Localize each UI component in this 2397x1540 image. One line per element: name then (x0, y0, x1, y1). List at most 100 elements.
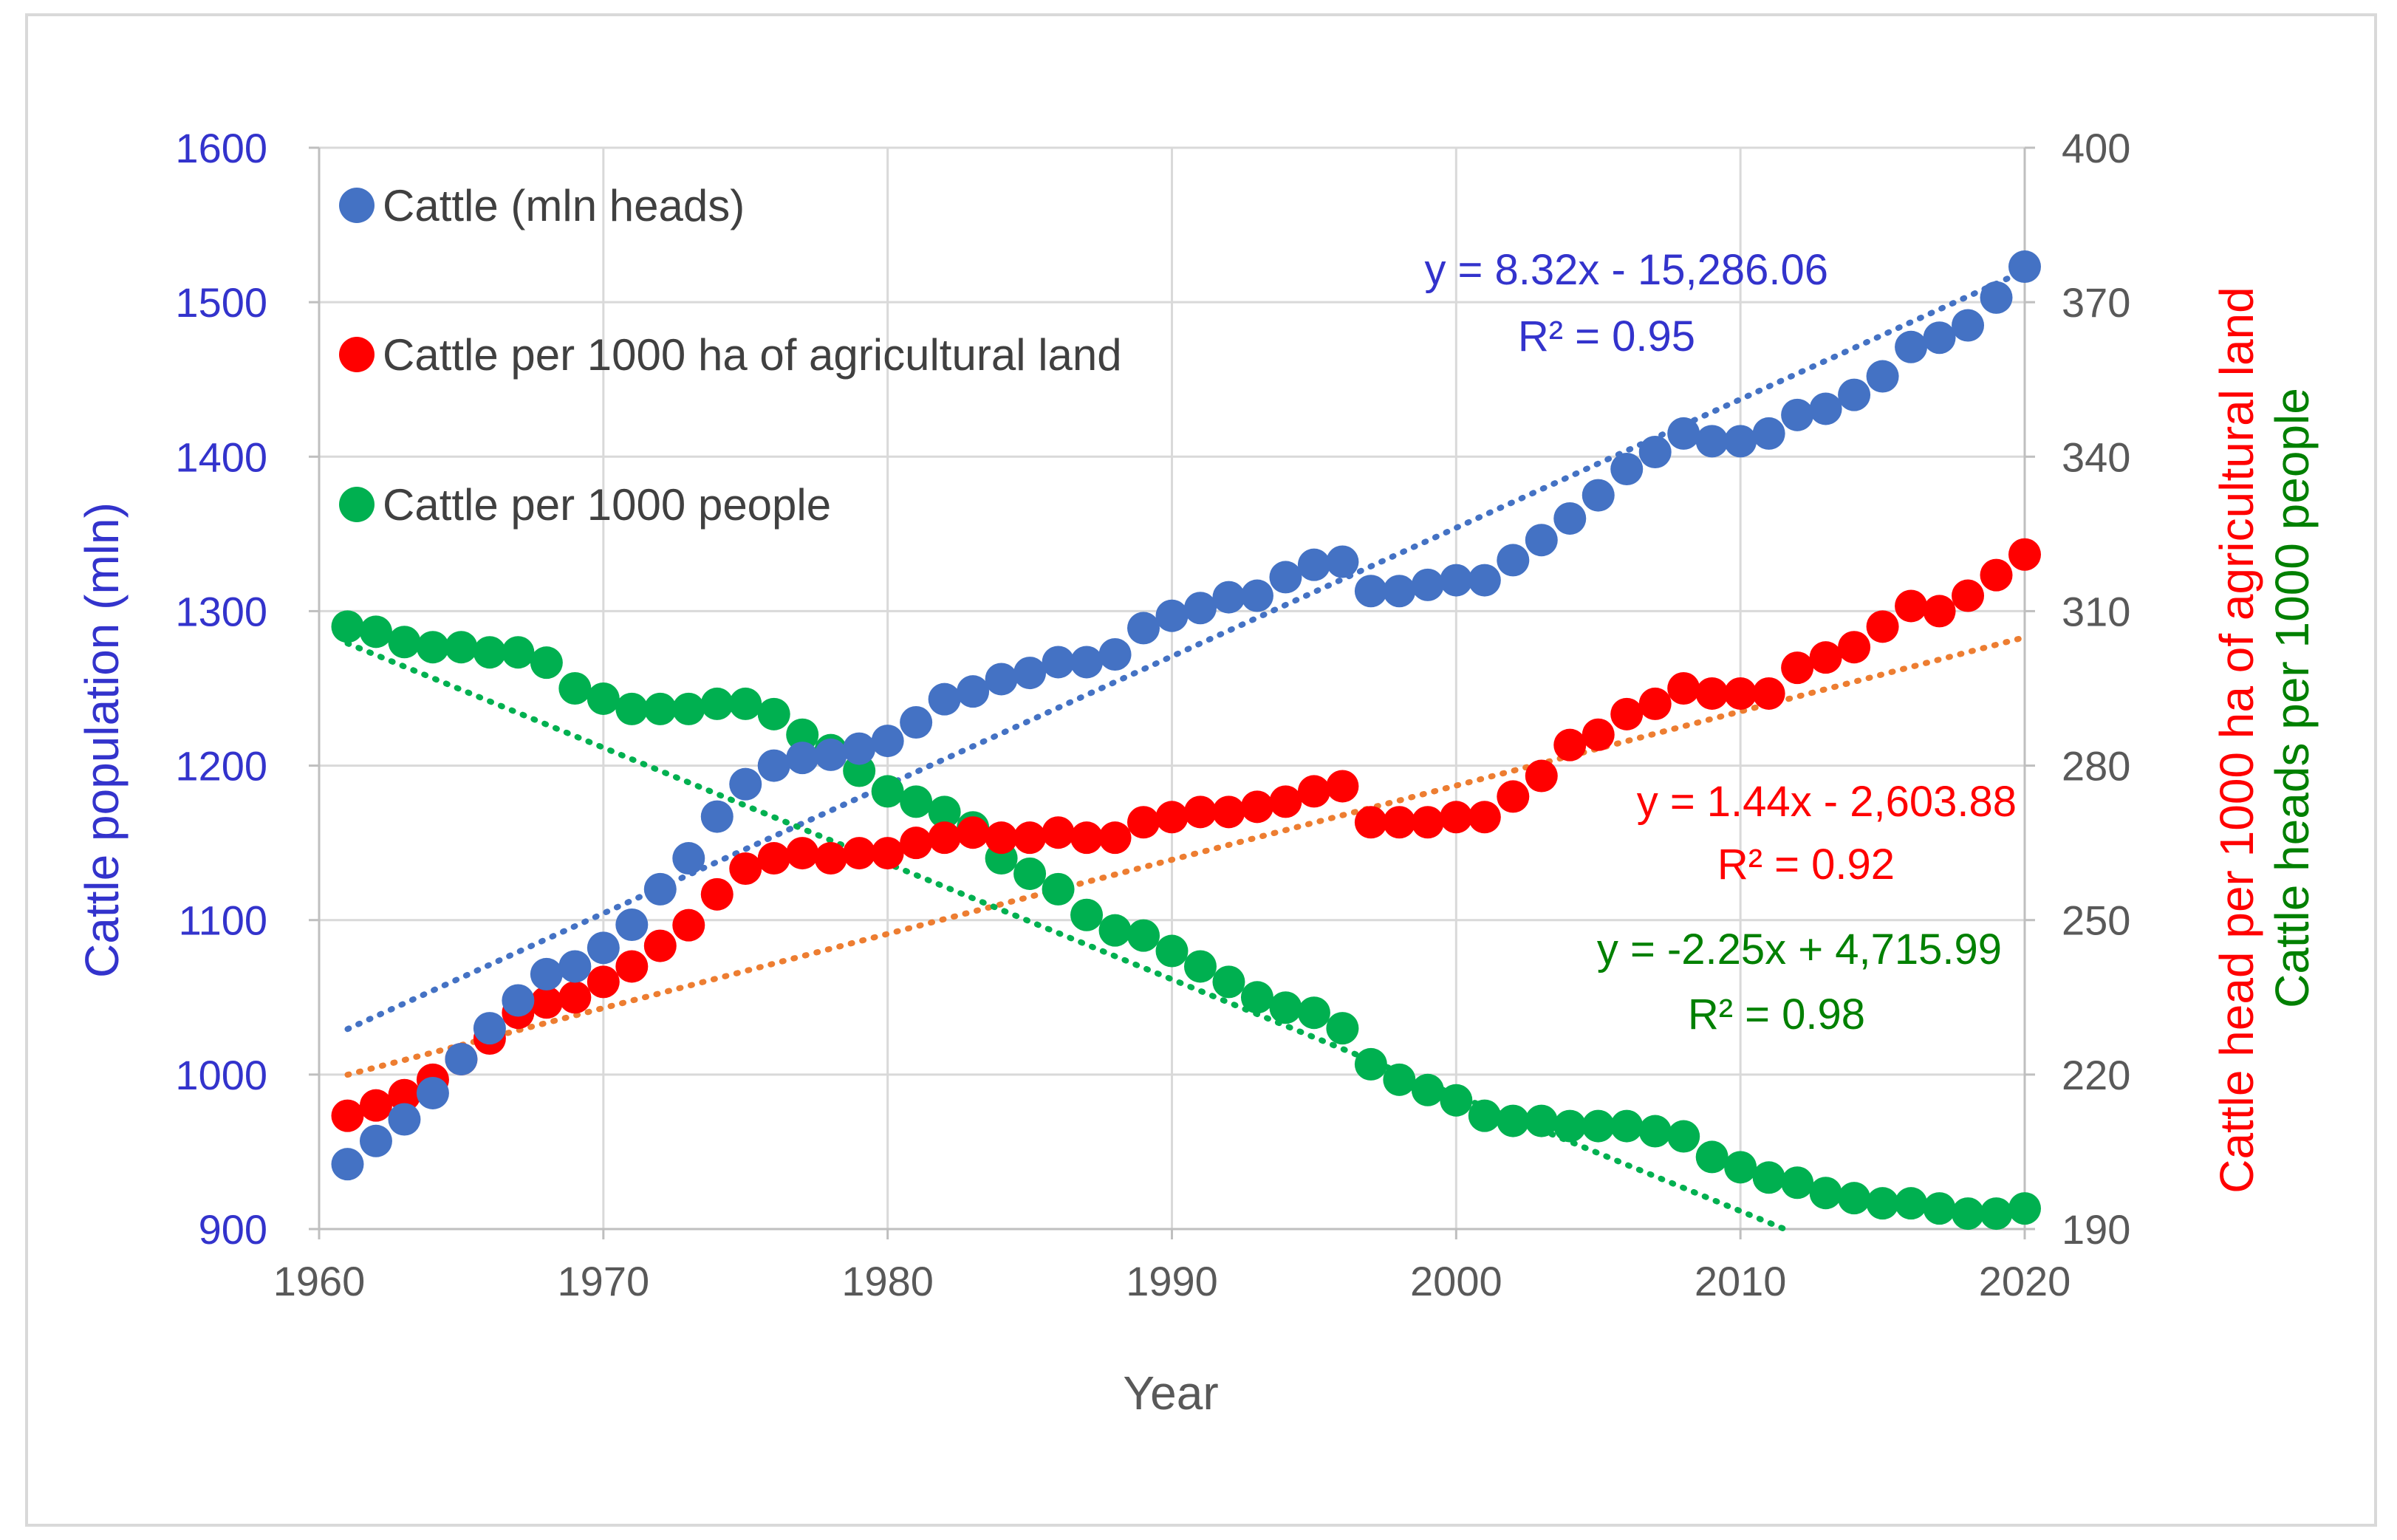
per-people-point (1212, 965, 1245, 999)
x-axis-ticks: 1960 1970 1980 1990 2000 2010 2020 (273, 1229, 2071, 1304)
x-tick-label: 1990 (1126, 1258, 1218, 1304)
per-ha-point (1297, 775, 1330, 808)
per-ha-point (1468, 801, 1501, 834)
per-ha-point (871, 837, 904, 870)
per-ha-point (1866, 610, 1899, 643)
legend-label-per-ha: Cattle per 1000 ha of agricultural land (383, 330, 1122, 380)
cattle-point (672, 842, 705, 875)
per-ha-point (757, 842, 790, 875)
left-tick-label: 1300 (175, 588, 267, 634)
per-ha-point (985, 821, 1018, 855)
per-people-point (2008, 1192, 2041, 1225)
cattle-point (1411, 568, 1444, 601)
cattle-point (1155, 599, 1189, 632)
per-people-point (786, 718, 819, 751)
cattle-point (1980, 281, 2013, 314)
left-tick-label: 1000 (175, 1052, 267, 1098)
legend-item-per-people: Cattle per 1000 people (339, 480, 831, 530)
cattle-point (473, 1012, 506, 1045)
per-people-point (1838, 1182, 1871, 1215)
per-ha-point (1809, 641, 1842, 674)
per-people-point (871, 775, 904, 808)
per-ha-point (359, 1089, 392, 1122)
per-people-point (1895, 1187, 1928, 1220)
cattle-point (871, 725, 904, 758)
per-ha-point (1354, 806, 1387, 839)
right-axis-title-green: Cattle heads per 1000 people (2266, 388, 2319, 1008)
data-points (331, 250, 2041, 1231)
per-people-point (359, 615, 392, 648)
per-ha-point (1155, 801, 1189, 834)
per-people-point (1042, 872, 1075, 906)
trend-label-per-people: y = -2.25x + 4,715.99 R² = 0.98 (1597, 925, 2002, 1038)
per-people-point (1468, 1099, 1501, 1132)
cattle-point (1553, 502, 1587, 535)
per-ha-point (1269, 785, 1302, 818)
per-ha-point (1127, 806, 1160, 839)
per-people-point (900, 785, 933, 818)
per-people-point (1098, 914, 1132, 947)
per-ha-point (1895, 589, 1928, 623)
cattle-point (1440, 564, 1473, 597)
legend: Cattle (mln heads) Cattle per 1000 ha of… (339, 181, 1122, 530)
per-people-point (1269, 991, 1302, 1024)
per-people-point (1297, 996, 1330, 1030)
per-ha-point (1695, 677, 1728, 710)
left-axis-ticks: 900 1000 1100 1200 1300 1400 1500 1600 (175, 125, 319, 1253)
cattle-point (587, 931, 620, 965)
chart-frame (25, 13, 2377, 1527)
per-people-point (388, 626, 421, 659)
legend-item-per-ha: Cattle per 1000 ha of agricultural land (339, 330, 1122, 380)
x-tick-label: 2020 (1979, 1258, 2071, 1304)
per-ha-point (1383, 806, 1416, 839)
per-ha-point (957, 816, 990, 849)
cattle-point (1269, 561, 1302, 594)
cattle-point (1781, 398, 1814, 431)
per-ha-point (672, 908, 705, 942)
cattle-point (786, 742, 819, 775)
per-ha-point (558, 981, 592, 1014)
left-tick-label: 900 (199, 1206, 267, 1253)
trend-r2-per-people: R² = 0.98 (1688, 990, 1865, 1038)
per-people-point (1183, 950, 1217, 983)
per-people-point (928, 795, 961, 829)
trend-equation-per-ha: y = 1.44x - 2,603.88 (1637, 778, 2017, 826)
per-ha-point (1411, 806, 1444, 839)
per-ha-point (643, 929, 677, 962)
cattle-point (445, 1042, 478, 1075)
x-tick-label: 1980 (841, 1258, 934, 1304)
per-ha-point (786, 837, 819, 870)
cattle-point (643, 872, 677, 906)
per-people-point (729, 687, 762, 720)
cattle-point (502, 984, 535, 1017)
per-ha-point (1553, 728, 1587, 762)
cattle-point (1952, 309, 1985, 342)
per-ha-point (1240, 790, 1273, 824)
cattle-point (2008, 250, 2041, 284)
per-people-point (615, 692, 649, 725)
per-people-point (1440, 1084, 1473, 1117)
cattle-point (757, 749, 790, 782)
per-ha-point (1752, 677, 1785, 710)
legend-label-cattle: Cattle (mln heads) (383, 181, 745, 230)
trend-r2-cattle: R² = 0.95 (1518, 312, 1695, 360)
cattle-point (1695, 425, 1728, 458)
per-people-point (1411, 1073, 1444, 1106)
left-tick-label: 1200 (175, 743, 267, 790)
x-tick-label: 2000 (1410, 1258, 1502, 1304)
cattle-point (1866, 360, 1899, 393)
per-ha-point (587, 965, 620, 999)
per-people-point (1781, 1166, 1814, 1200)
cattle-point (558, 950, 592, 983)
per-ha-point (1582, 718, 1615, 751)
left-axis-title: Cattle population (mln) (75, 502, 129, 978)
cattle-point (729, 767, 762, 801)
per-people-point (1013, 857, 1047, 890)
legend-label-per-people: Cattle per 1000 people (383, 480, 831, 530)
cattle-point (814, 738, 847, 771)
per-people-point (1383, 1063, 1416, 1096)
per-ha-point (388, 1078, 421, 1112)
cattle-point (1838, 378, 1871, 411)
per-ha-point (1923, 595, 1956, 628)
right-tick-label: 310 (2062, 588, 2130, 634)
